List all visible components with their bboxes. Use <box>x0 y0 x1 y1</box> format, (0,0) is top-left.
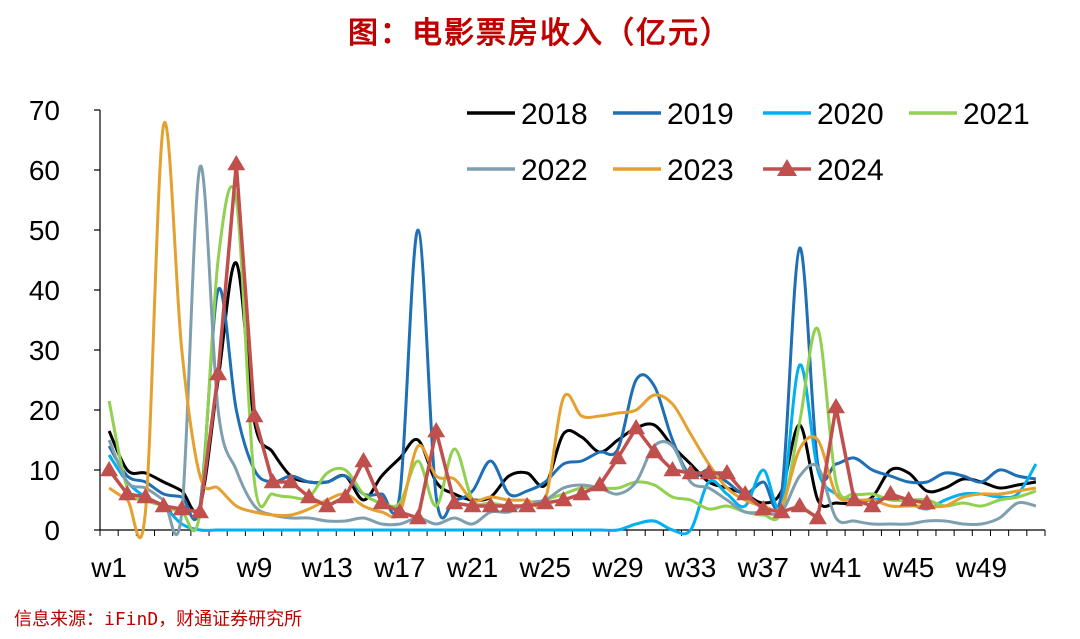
chart-title: 图：电影票房收入（亿元） <box>348 16 732 51</box>
series-2024-marker <box>299 488 318 504</box>
series-2024-marker <box>100 461 119 477</box>
series-2024-marker <box>336 488 355 504</box>
series-2024-marker <box>318 497 337 513</box>
series-2024-marker <box>717 464 736 480</box>
x-tick-label: w45 <box>882 552 934 583</box>
chart-legend: 2018 2019 2020 2021 2022 2023 2024 <box>467 98 1030 187</box>
series-2024-marker <box>190 503 209 519</box>
x-tick-label: w5 <box>163 552 200 583</box>
series-2024-marker <box>663 461 682 477</box>
series-2024-marker <box>354 452 373 468</box>
series-2024-marker <box>754 500 773 516</box>
series-2024-marker <box>917 494 936 510</box>
series-2024-marker <box>845 491 864 507</box>
series-2024-marker <box>390 503 409 519</box>
series-2024-marker <box>499 497 518 513</box>
legend-2023-label: 2023 <box>667 154 734 187</box>
series-2024-marker <box>209 365 228 381</box>
series-2024-marker <box>245 407 264 423</box>
series-2024-marker <box>590 476 609 492</box>
series-2024-marker <box>808 509 827 525</box>
series-2024-marker <box>118 485 137 501</box>
y-tick-label: 60 <box>29 155 60 186</box>
series-2024-marker <box>518 497 537 513</box>
legend-2024-marker <box>777 159 797 176</box>
series-2024-marker <box>736 485 755 501</box>
x-tick-label: w9 <box>236 552 273 583</box>
chart-markers <box>100 155 936 525</box>
legend-2024-label: 2024 <box>817 154 884 187</box>
series-2024-marker <box>645 443 664 459</box>
series-2024-marker <box>227 155 246 171</box>
series-2024-line <box>107 162 928 520</box>
series-2022-line <box>107 164 1037 536</box>
legend-2019-label: 2019 <box>667 98 734 131</box>
y-tick-label: 70 <box>29 95 60 126</box>
series-2024-marker <box>681 464 700 480</box>
x-tick-label: w1 <box>90 552 127 583</box>
chart-axes: 0 10 20 30 40 50 60 70 w1 w5 w9 w13 w17 w21 w25 w29 w33 w… <box>29 95 1046 583</box>
legend-2018-label: 2018 <box>521 98 588 131</box>
x-tick-label: w17 <box>373 552 425 583</box>
x-tick-label: w37 <box>737 552 789 583</box>
y-tick-label: 20 <box>29 395 60 426</box>
series-2024-marker <box>172 500 191 516</box>
series-2024-marker <box>572 485 591 501</box>
x-tick-label: w25 <box>519 552 571 583</box>
series-2020-line <box>107 363 1038 536</box>
series-2024-marker <box>827 398 846 414</box>
x-tick-label: w13 <box>300 552 352 583</box>
y-tick-label: 50 <box>29 215 60 246</box>
x-tick-label: w41 <box>809 552 861 583</box>
series-2024-marker <box>372 494 391 510</box>
series-2024-marker <box>154 497 173 513</box>
legend-2021-label: 2021 <box>963 98 1030 131</box>
series-2024-marker <box>263 473 282 489</box>
x-tick-label: w33 <box>664 552 716 583</box>
chart-series-lines <box>107 120 1038 540</box>
source-note: 信息来源：iFinD，财通证券研究所 <box>14 609 303 630</box>
series-2024-marker <box>790 497 809 513</box>
series-2024-marker <box>481 497 500 513</box>
x-tick-label: w21 <box>446 552 498 583</box>
series-2024-marker <box>427 422 446 438</box>
series-2024-marker <box>608 449 627 465</box>
y-tick-label: 40 <box>29 275 60 306</box>
series-2024-marker <box>899 491 918 507</box>
y-tick-label: 30 <box>29 335 60 366</box>
series-2024-marker <box>881 485 900 501</box>
series-2024-marker <box>627 419 646 435</box>
series-2021-line <box>107 184 1037 533</box>
series-2024-marker <box>136 488 155 504</box>
x-tick-label: w49 <box>955 552 1007 583</box>
legend-2020-label: 2020 <box>817 98 884 131</box>
y-tick-label: 10 <box>29 455 60 486</box>
series-2024-marker <box>281 473 300 489</box>
legend-2022-label: 2022 <box>521 154 588 187</box>
y-tick-label: 0 <box>44 515 60 546</box>
series-2024-marker <box>772 503 791 519</box>
series-2024-marker <box>554 491 573 507</box>
series-2024-marker <box>463 497 482 513</box>
series-2024-marker <box>699 464 718 480</box>
series-2024-marker <box>445 494 464 510</box>
series-2024-marker <box>863 497 882 513</box>
series-2024-marker <box>536 494 555 510</box>
series-2024-marker <box>409 509 428 525</box>
x-tick-label: w29 <box>591 552 643 583</box>
